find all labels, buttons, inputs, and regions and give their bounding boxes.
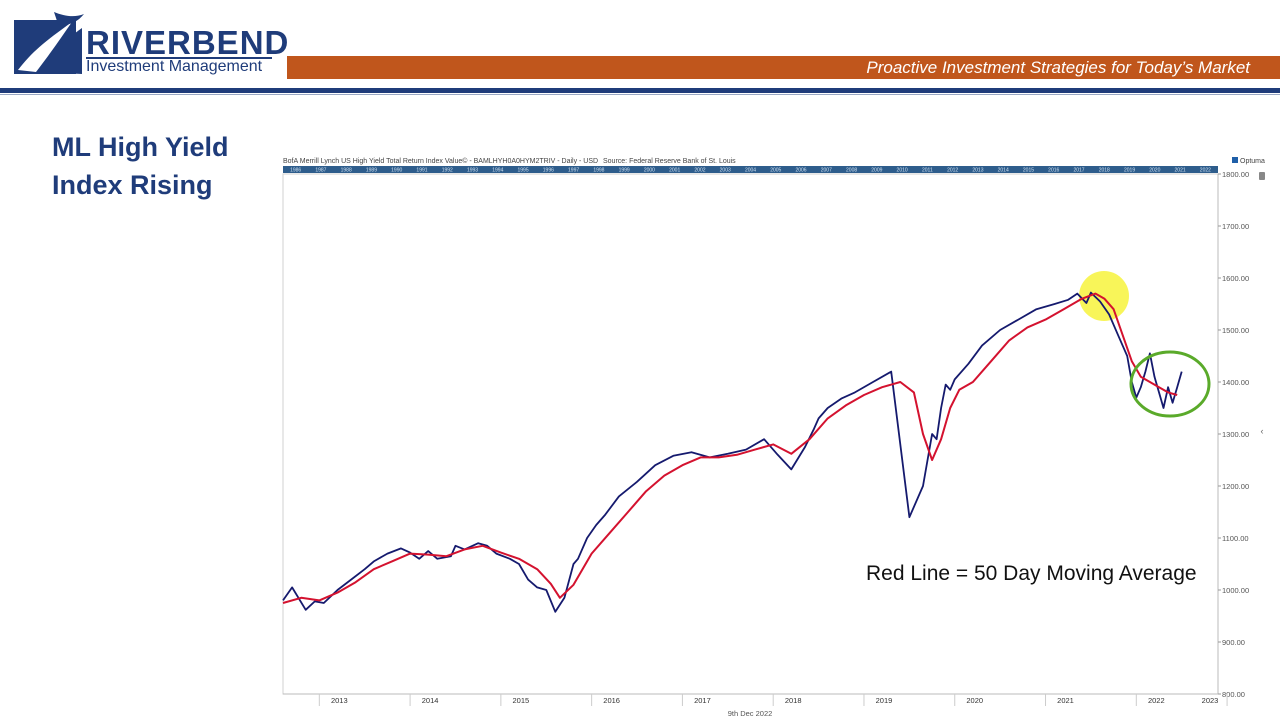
y-tick-label: 1800.00: [1222, 170, 1249, 179]
overview-year-label: 2008: [846, 168, 857, 174]
overview-year-label: 2009: [871, 168, 882, 174]
overview-year-label: 2014: [998, 168, 1009, 174]
overview-year-label: 1988: [341, 168, 352, 174]
overview-year-label: 2002: [694, 168, 705, 174]
chart-source: Source: Federal Reserve Bank of St. Loui…: [603, 158, 736, 165]
slide-title: ML High Yield Index Rising: [52, 128, 272, 204]
overview-years: 1986 1987 1988 1989 1990 1991 1992 1993 1994 1995…: [290, 168, 1211, 174]
overview-year-label: 1998: [593, 168, 604, 174]
overview-year-label: 2004: [745, 168, 756, 174]
overview-year-label: 1996: [543, 168, 554, 174]
chart-annotation: Red Line = 50 Day Moving Average: [866, 562, 1197, 585]
x-tick-labels: 2013 2014 2015 2016 2017 2018 2019 2020 2021 2022…: [318, 694, 1228, 706]
moving-average-line: [282, 292, 1178, 604]
price-series-line: [282, 291, 1183, 613]
x-tick-label: 2015: [513, 696, 530, 705]
y-tick-label: 1000.00: [1222, 586, 1249, 595]
y-tick-label: 1200.00: [1222, 482, 1249, 491]
y-tick-label: 1300.00: [1222, 430, 1249, 439]
overview-year-label: 1993: [467, 168, 478, 174]
overview-year-label: 2010: [897, 168, 908, 174]
overview-year-label: 2022: [1200, 168, 1211, 174]
lock-icon[interactable]: [1259, 172, 1265, 180]
tagline: Proactive Investment Strategies for Toda…: [866, 58, 1250, 77]
y-tick-labels: 800.00 900.00 1000.00 1100.00 1200.00 1300.00…: [1218, 170, 1249, 699]
overview-year-label: 1992: [442, 168, 453, 174]
overview-year-label: 2015: [1023, 168, 1034, 174]
recent-highlight-circle: [1129, 350, 1211, 418]
riverbend-logo: RIVERBEND Investment Management: [14, 12, 288, 78]
collapse-panel-icon[interactable]: ‹: [1261, 426, 1264, 436]
overview-year-label: 1997: [568, 168, 579, 174]
overview-year-label: 2007: [821, 168, 832, 174]
overview-year-label: 2001: [669, 168, 680, 174]
overview-year-label: 2013: [972, 168, 983, 174]
tagline-bar: Proactive Investment Strategies for Toda…: [287, 56, 1280, 79]
logo-mark-icon: [14, 12, 84, 74]
brand-name: RIVERBEND: [86, 24, 290, 61]
overview-year-label: 1991: [416, 168, 427, 174]
overview-year-label: 1989: [366, 168, 377, 174]
x-tick-label: 2022: [1148, 696, 1165, 705]
chart-title: BofA Merrill Lynch US High Yield Total R…: [283, 157, 598, 165]
overview-year-label: 2005: [770, 168, 781, 174]
overview-year-label: 2018: [1099, 168, 1110, 174]
y-tick-label: 1400.00: [1222, 378, 1249, 387]
y-tick-label: 1700.00: [1222, 222, 1249, 231]
overview-year-label: 2003: [720, 168, 731, 174]
overview-year-label: 2019: [1124, 168, 1135, 174]
overview-year-label: 2021: [1175, 168, 1186, 174]
overview-year-label: 2012: [947, 168, 958, 174]
x-tick-label: 2018: [785, 696, 802, 705]
y-tick-label: 800.00: [1222, 690, 1245, 699]
y-tick-label: 1100.00: [1222, 534, 1249, 543]
overview-year-label: 2000: [644, 168, 655, 174]
overview-year-label: 1986: [290, 168, 301, 174]
overview-strip: [283, 166, 1218, 173]
chart-date: 9th Dec 2022: [728, 709, 773, 718]
x-tick-label: 2013: [331, 696, 348, 705]
overview-year-label: 2006: [795, 168, 806, 174]
header-rule: [0, 88, 1280, 93]
overview-year-label: 1995: [518, 168, 529, 174]
overview-year-label: 2017: [1073, 168, 1084, 174]
vendor-label: Optuma: [1240, 158, 1265, 165]
overview-year-label: 2016: [1048, 168, 1059, 174]
peak-highlight: [1079, 271, 1129, 321]
brand-divider: [86, 57, 272, 59]
overview-year-label: 2020: [1149, 168, 1160, 174]
header-rule-thin: [0, 94, 1280, 95]
y-tick-label: 1500.00: [1222, 326, 1249, 335]
brand-subtitle: Investment Management: [86, 58, 263, 75]
x-tick-label: 2020: [966, 696, 983, 705]
overview-year-label: 2011: [922, 168, 933, 174]
optuma-icon: [1232, 157, 1238, 163]
x-tick-label: 2016: [603, 696, 620, 705]
x-tick-label: 2014: [422, 696, 439, 705]
overview-year-label: 1990: [391, 168, 402, 174]
y-tick-label: 1600.00: [1222, 274, 1249, 283]
overview-year-label: 1999: [619, 168, 630, 174]
slide-title-line-1: ML High Yield: [52, 132, 229, 162]
plot-area: [282, 173, 1219, 695]
slide-title-line-2: Index Rising: [52, 170, 213, 200]
overview-year-label: 1987: [315, 168, 326, 174]
x-tick-label: 2023: [1202, 696, 1219, 705]
x-tick-label: 2021: [1057, 696, 1074, 705]
x-tick-label: 2019: [876, 696, 893, 705]
y-tick-label: 900.00: [1222, 638, 1245, 647]
overview-year-label: 1994: [492, 168, 503, 174]
x-tick-label: 2017: [694, 696, 711, 705]
